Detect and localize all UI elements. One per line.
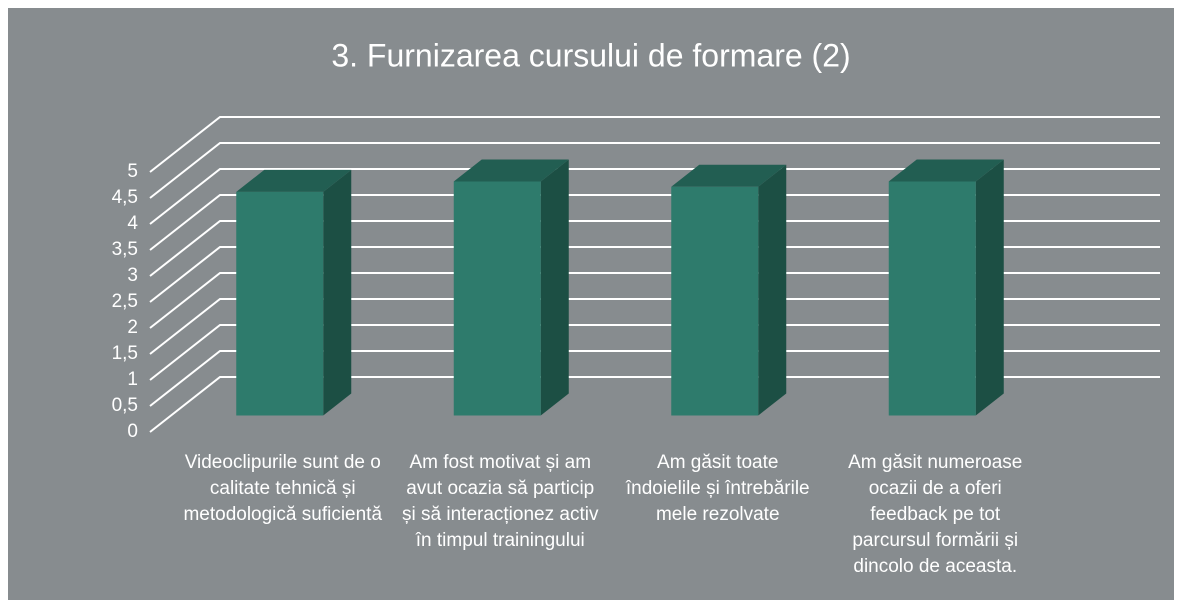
y-tick-label: 1,5 (112, 343, 138, 364)
y-tick-label: 3 (127, 265, 138, 286)
x-tick-label: Am găsit toate îndoielile și întrebările… (625, 452, 810, 525)
x-tick-label: Am fost motivat și am avut ocazia să par… (402, 452, 599, 551)
y-tick-label: 0 (127, 421, 138, 442)
grid-line (149, 142, 1160, 199)
y-tick-label: 4,5 (112, 187, 138, 208)
grid-line (149, 194, 1160, 251)
x-tick-label: Videoclipurile sunt de o calitate tehnic… (183, 452, 383, 525)
chart-title: 3. Furnizarea cursului de formare (2) (331, 37, 850, 73)
grid-line (149, 350, 1160, 407)
grid-line (149, 116, 1160, 173)
y-tick-label: 3,5 (112, 239, 138, 260)
bar-top (236, 169, 352, 192)
grid-line (149, 272, 1160, 329)
grid-line (149, 324, 1160, 381)
y-tick-label: 2,5 (112, 291, 138, 312)
y-tick-label: 4 (127, 213, 138, 234)
bar-top (453, 159, 569, 182)
bar-front (888, 181, 976, 416)
grid-line (149, 376, 1160, 433)
bar-top (671, 164, 787, 187)
bar-front (236, 191, 324, 416)
bar-front (453, 181, 541, 416)
grid-line (149, 246, 1160, 303)
bar (236, 169, 352, 416)
grid-line (149, 298, 1160, 355)
bar (671, 164, 787, 416)
grid-line (149, 220, 1160, 277)
y-tick-label: 0,5 (112, 395, 138, 416)
bar-side (540, 159, 569, 416)
bar (888, 159, 1004, 416)
y-tick-label: 2 (127, 317, 138, 338)
bar-side (975, 159, 1004, 416)
bar (453, 159, 569, 416)
chart-area: 3. Furnizarea cursului de formare (2) 0 0… (8, 8, 1174, 600)
y-tick-label: 5 (127, 161, 138, 182)
y-tick-label: 1 (127, 369, 138, 390)
bar-front (671, 186, 759, 416)
bar-side (758, 164, 787, 416)
grid-line (149, 168, 1160, 225)
x-tick-label: Am găsit numeroase ocazii de a oferi fee… (848, 452, 1023, 577)
bar-side (323, 169, 352, 416)
chart: 3. Furnizarea cursului de formare (2) 0 0… (112, 37, 1160, 442)
bar-top (888, 159, 1004, 182)
